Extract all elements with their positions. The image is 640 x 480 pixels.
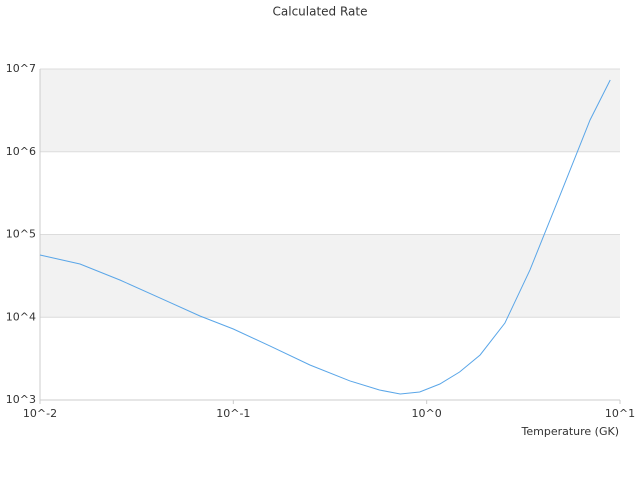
grid-band <box>40 69 620 152</box>
chart-title: Calculated Rate <box>273 5 368 19</box>
x-axis-label: Temperature (GK) <box>521 425 620 438</box>
y-tick-label: 10^5 <box>6 228 36 241</box>
y-tick-label: 10^3 <box>6 393 36 406</box>
y-tick-label: 10^4 <box>6 310 36 323</box>
x-tick-label: 10^1 <box>605 407 635 420</box>
grid-band <box>40 234 620 318</box>
x-tick-label: 10^-2 <box>23 407 57 420</box>
x-tick-label: 10^0 <box>412 407 442 420</box>
y-tick-label: 10^7 <box>6 62 36 75</box>
y-tick-label: 10^6 <box>6 145 36 158</box>
data-line <box>39 79 611 395</box>
x-tick-label: 10^-1 <box>216 407 250 420</box>
